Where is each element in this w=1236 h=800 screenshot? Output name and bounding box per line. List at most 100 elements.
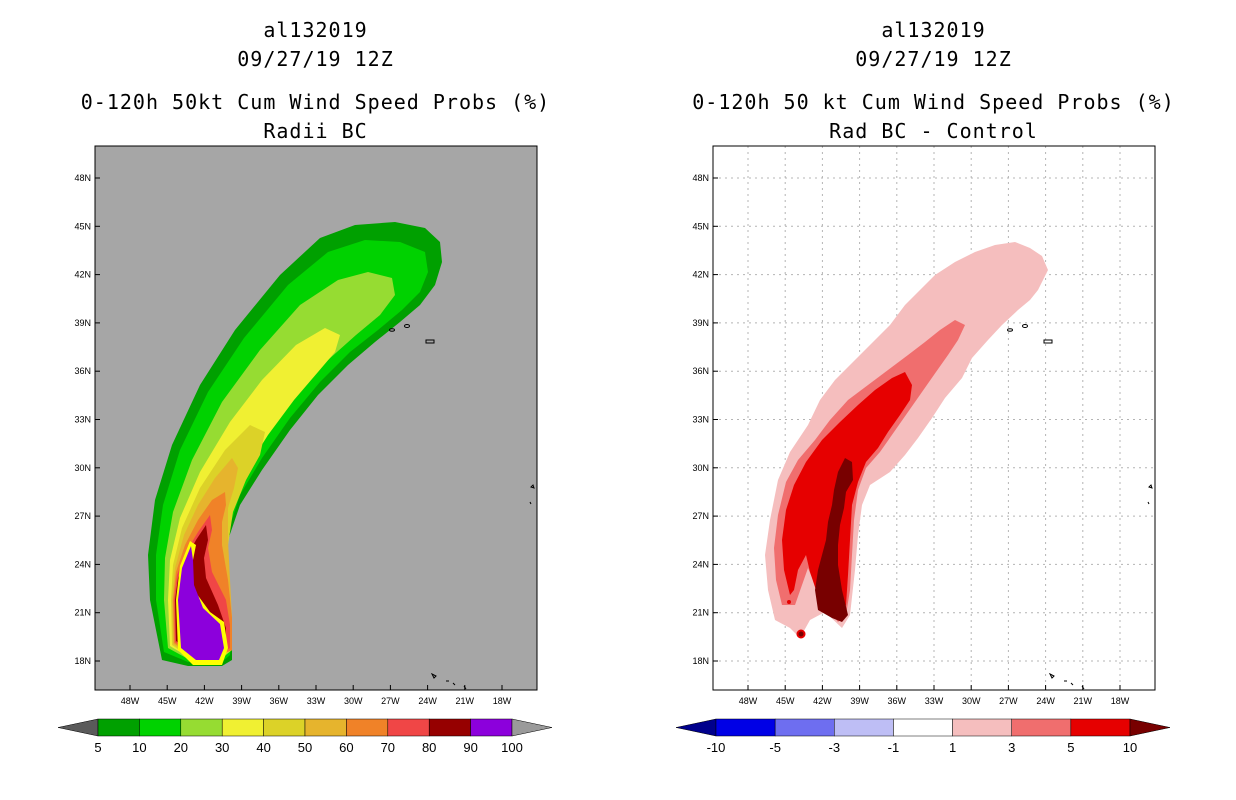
y-tick-label: 21N: [692, 608, 709, 618]
x-tick-label: 30W: [344, 696, 363, 706]
colorbar-box: [180, 718, 223, 737]
x-tick-label: 24W: [1036, 696, 1055, 706]
colorbar-box: [1011, 718, 1072, 737]
colorbar-label: -10: [707, 740, 726, 755]
colorbar-label: -1: [888, 740, 900, 755]
left-contour-100: [178, 546, 224, 660]
left-title-date: 09/27/19 12Z: [237, 47, 394, 71]
right-map: 48W 45W 42W 39W 36W 33W 30W 27W 24W 21W 18W 48N 45N 4…: [692, 145, 1156, 706]
x-tick-label: 39W: [850, 696, 869, 706]
colorbar-label: 50: [298, 740, 312, 755]
y-tick-label: 42N: [74, 270, 91, 280]
left-title-subtitle: Radii BC: [263, 119, 368, 143]
colorbar-label: -5: [769, 740, 781, 755]
left-title-product: 0-120h 50kt Cum Wind Speed Probs (%): [80, 90, 551, 114]
x-tick-label: 30W: [962, 696, 981, 706]
x-tick-label: 36W: [270, 696, 289, 706]
right-title-subtitle: Rad BC - Control: [829, 119, 1038, 143]
y-tick-label: 48N: [692, 173, 709, 183]
y-tick-label: 27N: [74, 511, 91, 521]
right-title-product: 0-120h 50 kt Cum Wind Speed Probs (%): [692, 90, 1175, 114]
y-tick-label: 27N: [692, 511, 709, 521]
colorbar-label: 80: [422, 740, 436, 755]
colorbar-box: [221, 718, 264, 737]
colorbar-box: [893, 718, 953, 737]
y-tick-label: 30N: [692, 463, 709, 473]
y-tick-label: 36N: [692, 366, 709, 376]
right-axis-ticks: 48W 45W 42W 39W 36W 33W 30W 27W 24W 21W 18W 48N 45N 4…: [692, 173, 1129, 706]
y-tick-label: 21N: [74, 608, 91, 618]
colorbar-box: [139, 718, 182, 737]
y-tick-label: 24N: [692, 559, 709, 569]
y-tick-label: 48N: [74, 173, 91, 183]
right-hotspot-dot: [796, 629, 806, 639]
x-tick-label: 42W: [195, 696, 214, 706]
colorbar-label: 100: [501, 740, 523, 755]
colorbar-box: [774, 718, 835, 737]
colorbar-label: -3: [829, 740, 841, 755]
y-tick-label: 36N: [74, 366, 91, 376]
colorbar-box: [1070, 718, 1131, 737]
right-hotspot-small: [787, 600, 791, 604]
colorbar-label: 70: [381, 740, 395, 755]
colorbar-label: 90: [463, 740, 477, 755]
colorbar-label: 10: [1123, 740, 1137, 755]
y-tick-label: 18N: [692, 656, 709, 666]
colorbar-label: 20: [174, 740, 188, 755]
colorbar-box: [428, 718, 471, 737]
x-tick-label: 27W: [999, 696, 1018, 706]
left-title-storm: al132019: [263, 18, 368, 42]
right-colorbar: -10 -5 -3 -1 1 3 5 10: [675, 718, 1171, 755]
y-tick-label: 39N: [692, 318, 709, 328]
colorbar-label: 60: [339, 740, 353, 755]
colorbar-box: [470, 718, 513, 737]
x-tick-label: 48W: [121, 696, 140, 706]
colorbar-box: [952, 718, 1012, 737]
x-tick-label: 48W: [739, 696, 758, 706]
y-tick-label: 24N: [74, 559, 91, 569]
colorbar-label: 30: [215, 740, 229, 755]
left-colorbar: 5 10 20 30 40 50 60 70 80 90 100: [57, 718, 553, 755]
colorbar-box: [834, 718, 894, 737]
x-tick-label: 18W: [1111, 696, 1130, 706]
colorbar-box: [304, 718, 347, 737]
colorbar-box: [715, 718, 776, 737]
y-tick-label: 45N: [74, 221, 91, 231]
y-tick-label: 39N: [74, 318, 91, 328]
x-tick-label: 36W: [888, 696, 907, 706]
colorbar-right-arrow: [511, 718, 553, 737]
x-tick-label: 45W: [776, 696, 795, 706]
right-title-date: 09/27/19 12Z: [855, 47, 1012, 71]
y-tick-label: 30N: [74, 463, 91, 473]
y-tick-label: 42N: [692, 270, 709, 280]
x-tick-label: 27W: [381, 696, 400, 706]
y-tick-label: 18N: [74, 656, 91, 666]
colorbar-box: [346, 718, 389, 737]
colorbar-label: 40: [256, 740, 270, 755]
x-tick-label: 42W: [813, 696, 832, 706]
y-tick-label: 45N: [692, 221, 709, 231]
x-tick-label: 21W: [1074, 696, 1093, 706]
colorbar-right-arrow: [1129, 718, 1171, 737]
left-islands: [389, 324, 535, 690]
colorbar-left-arrow: [57, 718, 99, 737]
colorbar-box: [97, 718, 140, 737]
colorbar-label: 5: [1067, 740, 1074, 755]
colorbar-label: 10: [132, 740, 146, 755]
x-tick-label: 33W: [925, 696, 944, 706]
colorbar-label: 1: [949, 740, 956, 755]
colorbar-label: 3: [1008, 740, 1015, 755]
right-contour-10: [815, 458, 853, 622]
right-islands: [1007, 324, 1153, 690]
colorbar-label: 5: [94, 740, 101, 755]
colorbar-box: [387, 718, 430, 737]
x-tick-label: 33W: [307, 696, 326, 706]
left-map: 48W 45W 42W 39W 36W 33W 30W 27W 24W 21W 18W 48N 45N 4…: [74, 145, 538, 706]
left-axis-ticks: 48W 45W 42W 39W 36W 33W 30W 27W 24W 21W 18W 48N 45N 4…: [74, 173, 511, 706]
x-tick-label: 24W: [418, 696, 437, 706]
right-contour-5: [782, 372, 912, 620]
x-tick-label: 45W: [158, 696, 177, 706]
x-tick-label: 39W: [232, 696, 251, 706]
y-tick-label: 33N: [692, 415, 709, 425]
